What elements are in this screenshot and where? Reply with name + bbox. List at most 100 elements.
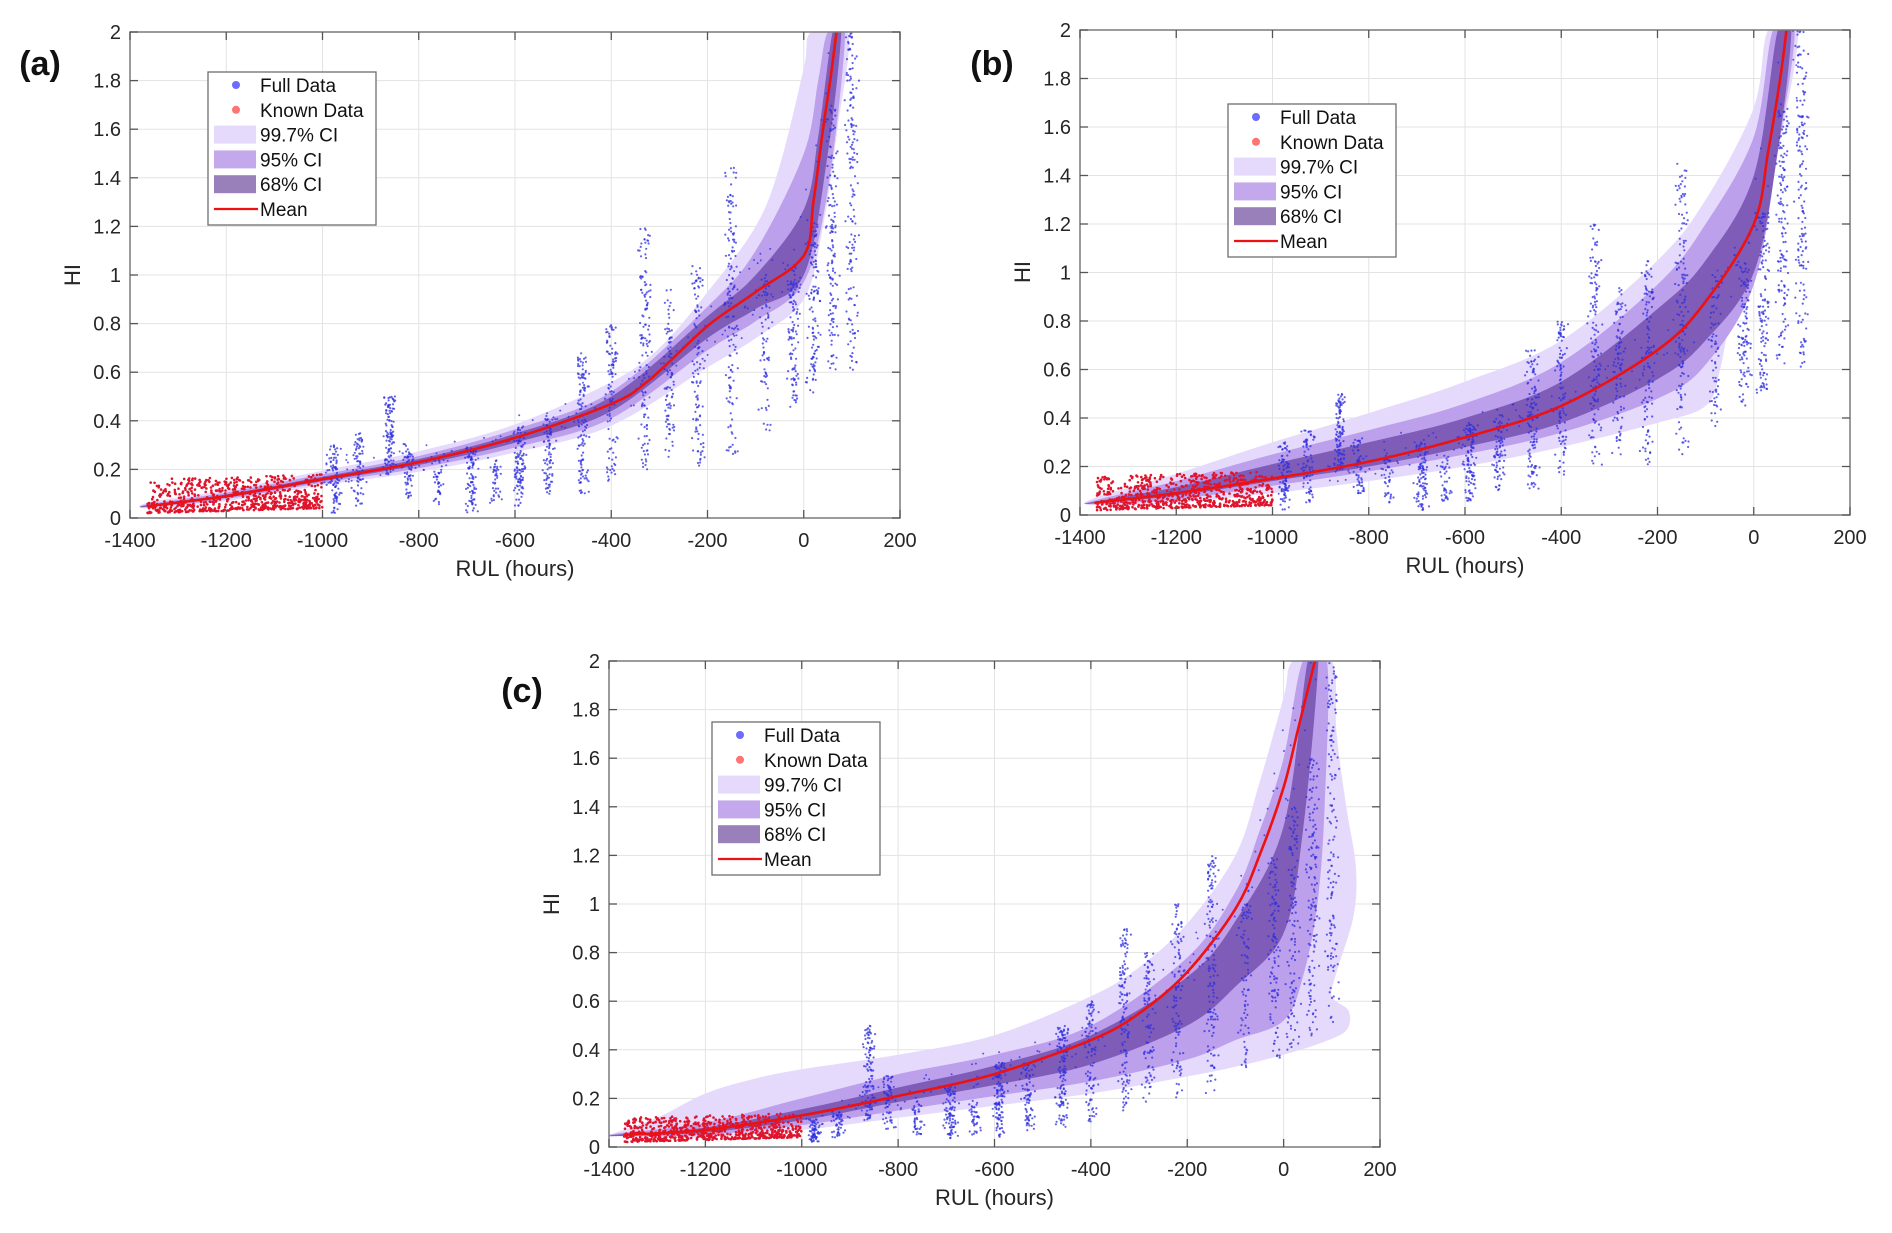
full-data-point [1361,481,1364,484]
full-data-point [1644,405,1647,408]
full-data-point [736,328,740,331]
known-data-point [255,497,259,500]
full-data-point [1612,401,1615,404]
full-data-point [1679,293,1682,296]
full-data-point [827,360,830,363]
known-data-point [307,475,311,478]
known-data-point [313,492,316,495]
full-data-point [494,438,497,441]
mean-line [149,32,838,508]
full-data-point [1593,360,1596,363]
full-data-point [1591,379,1594,383]
full-data-point [692,418,695,421]
full-data-point [639,245,642,248]
full-data-point [472,462,475,465]
full-data-point [335,481,338,484]
full-data-point [1643,368,1646,371]
full-data-point [607,427,610,431]
full-data-point [1645,408,1649,411]
full-data-point [560,425,563,428]
known-data-point [230,507,234,511]
full-data-point [1535,430,1538,433]
full-data-point [1471,492,1474,495]
full-data-point [1780,332,1783,335]
full-data-point [520,491,523,494]
full-data-point [1745,278,1748,281]
full-data-point [1473,463,1476,466]
full-data-point [849,167,852,170]
full-data-point [1759,373,1762,376]
full-data-point [1340,392,1343,396]
full-data-point [1558,346,1561,349]
full-data-point [851,246,854,249]
full-data-point [580,376,583,379]
full-data-point [1762,229,1765,232]
full-data-point [352,454,355,457]
full-data-point [1590,272,1593,275]
full-data-point [1797,149,1800,152]
full-data-point [826,176,829,179]
full-data-point [551,473,554,476]
full-data-point [790,336,793,339]
full-data-point [849,184,853,187]
full-data-point [696,342,699,345]
full-data-point [392,420,395,423]
full-data-point [1500,438,1503,441]
full-data-point [757,408,760,411]
full-data-point [728,384,731,387]
full-data-point [1682,257,1685,260]
full-data-point [1646,271,1649,275]
full-data-point [611,347,614,350]
full-data-point [1352,485,1355,488]
full-data-point [516,428,520,431]
full-data-point [471,464,474,467]
legend-label: Full Data [260,76,336,97]
full-data-point [1805,296,1808,299]
full-data-point [1305,444,1308,447]
full-data-point [1305,474,1309,477]
known-data-point [222,509,225,513]
full-data-point [1685,223,1688,226]
full-data-point [1560,387,1563,390]
full-data-point [1284,441,1287,444]
full-data-point [1778,290,1781,293]
full-data-point [542,440,545,443]
full-data-point [1440,475,1443,478]
full-data-point [693,281,696,284]
full-data-point [831,118,834,121]
full-data-point [830,249,833,252]
known-data-point [226,497,230,501]
full-data-point [1527,411,1530,414]
full-data-point [1341,467,1344,470]
known-data-point [207,479,210,482]
full-data-point [1353,452,1356,455]
full-data-point [641,462,645,465]
full-data-point [1802,267,1805,270]
full-data-point [1352,444,1355,447]
full-data-point [472,451,475,454]
full-data-point [701,405,704,408]
full-data-point [816,324,819,327]
full-data-point [1496,447,1499,450]
full-data-point [820,118,823,121]
full-data-point [583,442,586,445]
full-data-point [408,474,411,478]
x-tick-label: -1000 [297,530,348,552]
full-data-point [765,340,768,343]
full-data-point [575,412,578,415]
full-data-point [1803,294,1806,297]
full-data-point [1559,334,1562,337]
full-data-point [848,262,851,265]
plot-content [139,32,861,515]
full-data-point [401,452,404,455]
full-data-point [766,312,769,315]
known-data-point [232,491,235,494]
full-data-point [513,469,516,472]
full-data-point [765,304,768,307]
known-data-point [242,500,245,503]
full-data-point [1781,179,1785,182]
full-data-point [516,455,519,458]
full-data-point [1785,128,1788,131]
full-data-point [806,376,809,379]
full-data-point [361,449,364,453]
